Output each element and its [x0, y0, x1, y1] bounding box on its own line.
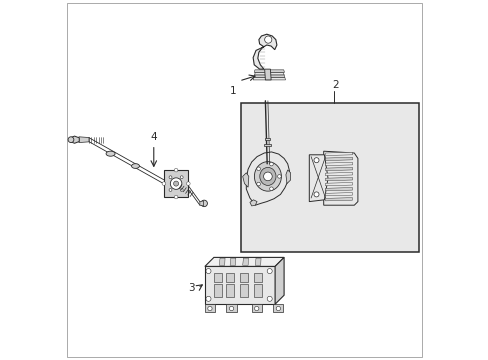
Circle shape — [170, 178, 182, 189]
Polygon shape — [251, 304, 261, 312]
Ellipse shape — [259, 167, 275, 185]
Circle shape — [229, 306, 233, 311]
Text: 3: 3 — [188, 283, 194, 293]
Polygon shape — [325, 193, 352, 196]
Polygon shape — [246, 152, 289, 205]
Polygon shape — [204, 257, 284, 266]
Circle shape — [256, 167, 260, 171]
Circle shape — [313, 158, 318, 163]
Bar — [226, 284, 234, 297]
Polygon shape — [242, 173, 248, 187]
Circle shape — [266, 296, 272, 301]
Polygon shape — [325, 167, 352, 171]
Polygon shape — [253, 75, 284, 77]
Polygon shape — [253, 34, 276, 69]
Circle shape — [277, 175, 281, 178]
Polygon shape — [323, 151, 357, 205]
Polygon shape — [325, 188, 352, 191]
Polygon shape — [70, 136, 79, 143]
Polygon shape — [200, 201, 203, 206]
Text: 1: 1 — [229, 86, 236, 96]
Polygon shape — [230, 258, 235, 265]
Circle shape — [180, 176, 183, 179]
Ellipse shape — [254, 162, 281, 191]
Circle shape — [169, 189, 172, 192]
Circle shape — [205, 296, 211, 301]
Polygon shape — [275, 257, 284, 304]
Circle shape — [313, 192, 318, 197]
Circle shape — [207, 306, 212, 311]
Bar — [213, 273, 222, 282]
Circle shape — [266, 269, 272, 274]
Circle shape — [169, 176, 172, 179]
Ellipse shape — [131, 164, 139, 168]
Circle shape — [263, 172, 272, 181]
Polygon shape — [249, 200, 257, 206]
Polygon shape — [325, 198, 352, 201]
Bar — [240, 284, 247, 297]
Polygon shape — [219, 258, 224, 265]
Circle shape — [173, 181, 178, 186]
Bar — [264, 144, 270, 146]
Polygon shape — [325, 157, 352, 161]
Polygon shape — [226, 304, 236, 312]
Circle shape — [174, 168, 178, 172]
Circle shape — [186, 182, 190, 185]
Bar — [264, 138, 269, 140]
Polygon shape — [253, 77, 285, 80]
Polygon shape — [254, 70, 284, 72]
Polygon shape — [264, 69, 270, 80]
Polygon shape — [325, 183, 352, 186]
Polygon shape — [204, 266, 275, 304]
Text: 4: 4 — [150, 132, 157, 142]
Circle shape — [269, 187, 273, 190]
Bar — [241, 103, 418, 252]
Bar — [253, 284, 261, 297]
Polygon shape — [204, 304, 215, 312]
Polygon shape — [79, 137, 89, 143]
Circle shape — [256, 182, 260, 186]
Polygon shape — [255, 258, 261, 265]
Bar — [240, 273, 247, 282]
Circle shape — [68, 137, 74, 143]
Circle shape — [254, 306, 258, 311]
Circle shape — [180, 189, 183, 192]
Polygon shape — [309, 155, 327, 202]
Polygon shape — [285, 170, 290, 184]
Circle shape — [276, 306, 280, 311]
Circle shape — [269, 162, 273, 166]
Circle shape — [264, 36, 271, 43]
Polygon shape — [273, 304, 283, 312]
Polygon shape — [325, 162, 352, 166]
Polygon shape — [325, 172, 352, 176]
Polygon shape — [325, 177, 352, 181]
Ellipse shape — [106, 151, 115, 156]
Polygon shape — [163, 170, 188, 197]
Circle shape — [162, 182, 165, 185]
Circle shape — [201, 200, 207, 207]
Polygon shape — [254, 72, 284, 75]
Text: 2: 2 — [332, 80, 339, 90]
Polygon shape — [242, 258, 248, 265]
Bar — [253, 273, 261, 282]
Circle shape — [205, 269, 211, 274]
Circle shape — [174, 195, 178, 199]
Polygon shape — [325, 152, 352, 156]
Bar — [226, 273, 234, 282]
Bar — [213, 284, 222, 297]
